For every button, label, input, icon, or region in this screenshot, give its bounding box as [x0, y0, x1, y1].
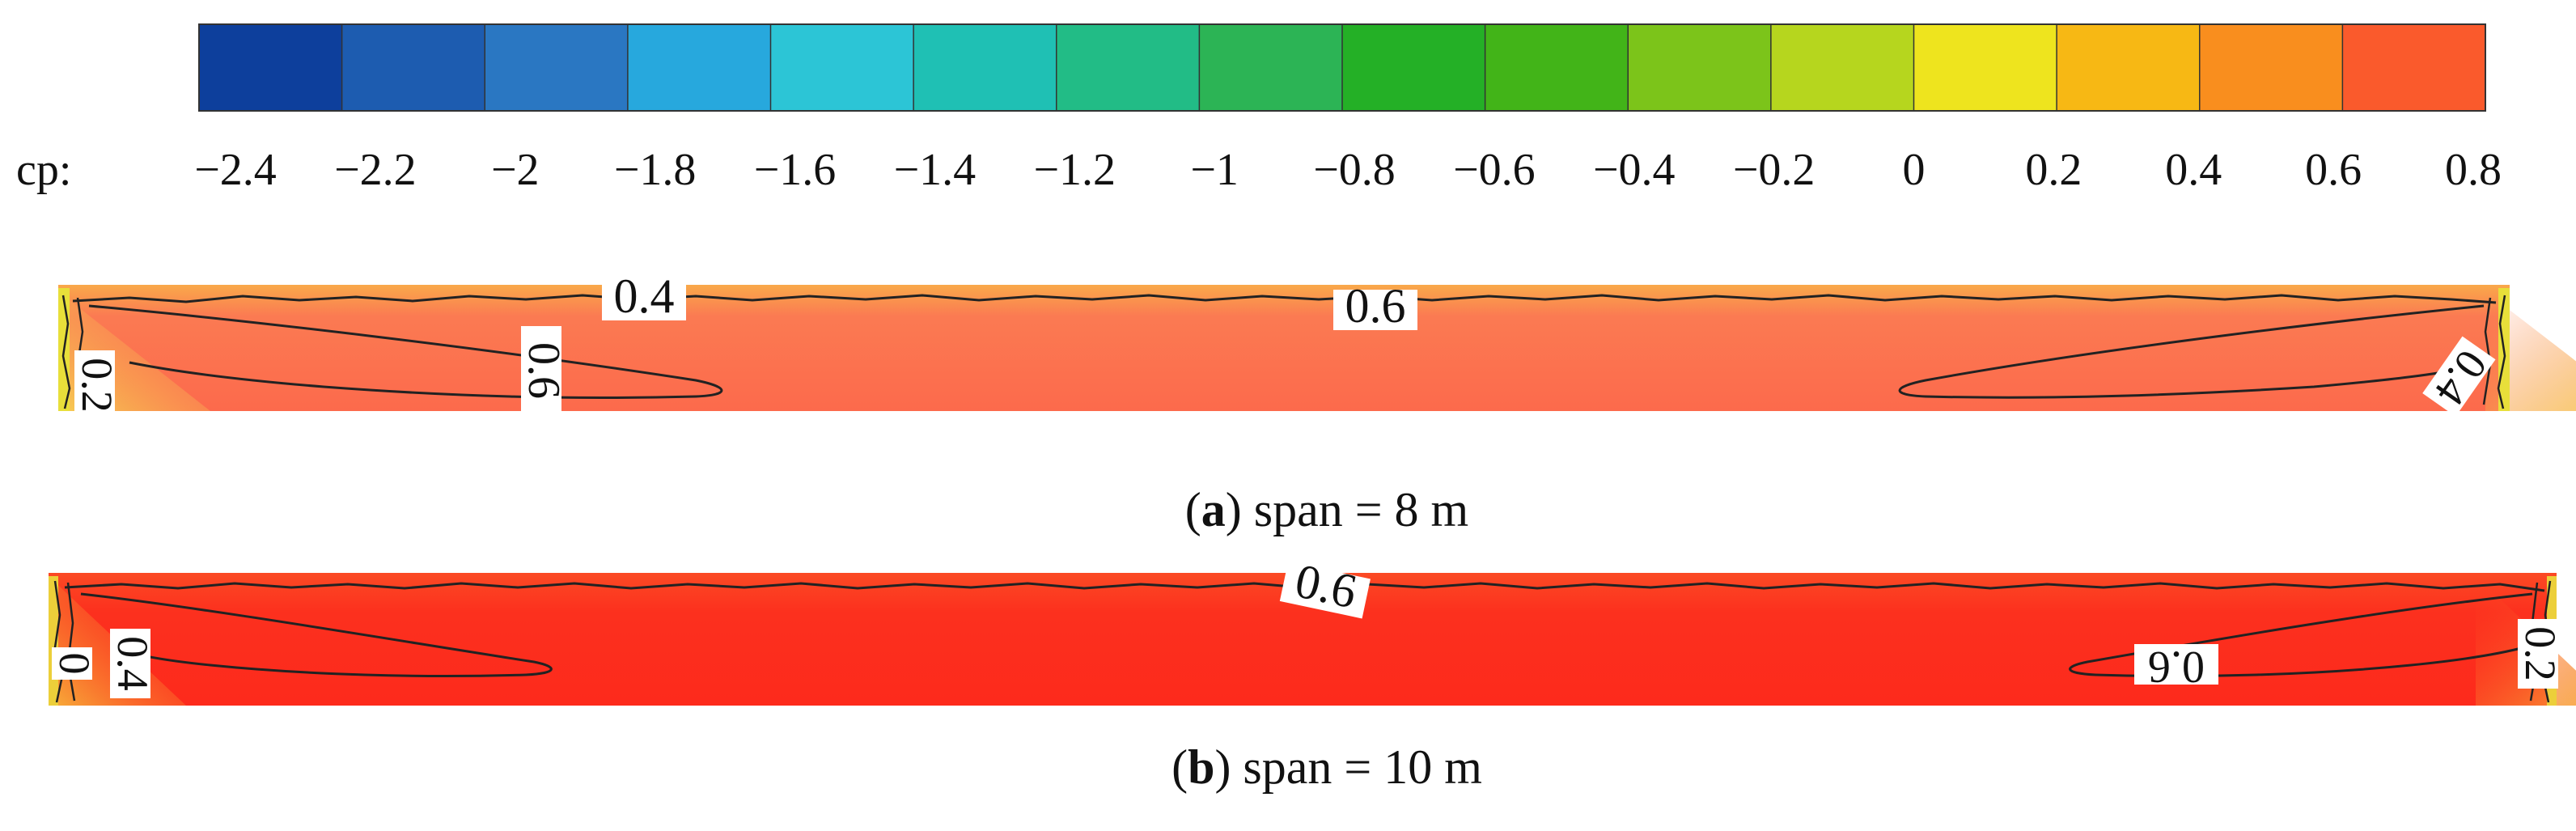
colorbar-swatch: [1770, 24, 1914, 111]
svg-text:0.4: 0.4: [108, 636, 157, 691]
colorbar-swatch: [2057, 24, 2201, 111]
contour-label: 0.6: [519, 326, 569, 415]
colorbar-swatch: [1199, 24, 1343, 111]
colorbar-tick-label: −0.8: [1313, 145, 1396, 195]
svg-text:0.6: 0.6: [1290, 553, 1361, 618]
svg-text:0.6: 0.6: [519, 342, 569, 399]
colorbar-tick-labels: −2.4 −2.2 −2 −1.8 −1.6 −1.4 −1.2 −1 −0.8 −0.6 −0.4…: [194, 145, 2502, 195]
contour-label: 0.6: [1333, 279, 1417, 333]
colorbar-tick-label: −2.2: [334, 145, 417, 195]
colorbar-tick-label: 0: [1903, 145, 1926, 195]
panel-b-contour-map: 0.6 0.6 0.4 0 0.2: [49, 553, 2576, 706]
colorbar-tick-label: −1: [1190, 145, 1239, 195]
colorbar-tick-label: −1.6: [754, 145, 837, 195]
colorbar-tick-label: −1.4: [894, 145, 977, 195]
svg-text:0.6: 0.6: [1345, 279, 1406, 333]
svg-text:0: 0: [50, 653, 99, 675]
colorbar-swatch: [913, 24, 1057, 111]
colorbar-tick-label: −1.8: [614, 145, 697, 195]
colorbar-swatch: [341, 24, 485, 111]
colorbar-swatch: [2342, 24, 2486, 111]
panel-a-contour-right-wedge: [1898, 304, 2485, 399]
panel-a-contour-right-edge: [2482, 295, 2506, 409]
panel-a-contour-top: [72, 294, 2497, 304]
colorbar-tick-label: 0.8: [2445, 145, 2502, 195]
panel-b-contour-right-wedge: [2069, 592, 2533, 677]
colorbar-tick-label: 0.4: [2165, 145, 2222, 195]
colorbar-tick-label: −1.2: [1033, 145, 1116, 195]
colorbar-frame: [198, 23, 2486, 112]
panel-a-contour-left-wedge: [88, 304, 723, 399]
colorbar-tick-label: −0.4: [1593, 145, 1676, 195]
caption-b: (b) span = 10 m: [1171, 740, 1482, 794]
colorbar-tick-label: −2: [491, 145, 540, 195]
contour-label: 0.2: [73, 350, 121, 420]
colorbar-swatch: [1056, 24, 1200, 111]
contour-label: 0.4: [108, 629, 157, 698]
panel-b-contour-labels: 0.6 0.6 0.4 0 0.2: [50, 553, 2565, 698]
svg-text:0.2: 0.2: [73, 358, 121, 413]
colorbar-swatch: [2199, 24, 2343, 111]
contour-label: 0.6: [2134, 642, 2218, 692]
panel-b-contour-left-wedge: [80, 592, 553, 677]
caption-a: (a) span = 8 m: [1185, 483, 1468, 536]
colorbar-tick-label: 0.6: [2305, 145, 2362, 195]
panel-a-contour-labels: 0.4 0.60.60.2 0.4: [73, 269, 2497, 420]
svg-text:0.4: 0.4: [614, 269, 675, 323]
svg-text:0.2: 0.2: [2516, 626, 2565, 681]
colorbar-swatch: [627, 24, 771, 111]
colorbar-swatch: [770, 24, 914, 111]
colorbar-swatch: [1628, 24, 1772, 111]
colorbar: cp: −2.4 −2.2 −2 −1.8 −1.6 −1.4 −1.2 −1 −0.8 −0.6…: [16, 23, 2502, 195]
contour-label: 0: [50, 647, 99, 680]
colorbar-tick-label: 0.2: [2025, 145, 2082, 195]
colorbar-tick-label: −0.2: [1733, 145, 1815, 195]
colorbar-tick-label: −2.4: [194, 145, 277, 195]
svg-text:0.6: 0.6: [2148, 642, 2205, 692]
panel-a-contour-map: 0.4 0.60.60.2 0.4: [58, 269, 2576, 420]
colorbar-label: cp:: [16, 145, 71, 195]
colorbar-swatches: [199, 24, 2486, 111]
colorbar-swatch: [485, 24, 629, 111]
colorbar-swatch: [199, 24, 343, 111]
contour-label: 0.6: [1279, 553, 1371, 619]
colorbar-swatch: [1913, 24, 2057, 111]
contour-label: 0.2: [2516, 619, 2565, 689]
colorbar-swatch: [1485, 24, 1629, 111]
colorbar-tick-label: −0.6: [1453, 145, 1536, 195]
contour-label: 0.4: [602, 269, 686, 323]
colorbar-swatch: [1342, 24, 1486, 111]
